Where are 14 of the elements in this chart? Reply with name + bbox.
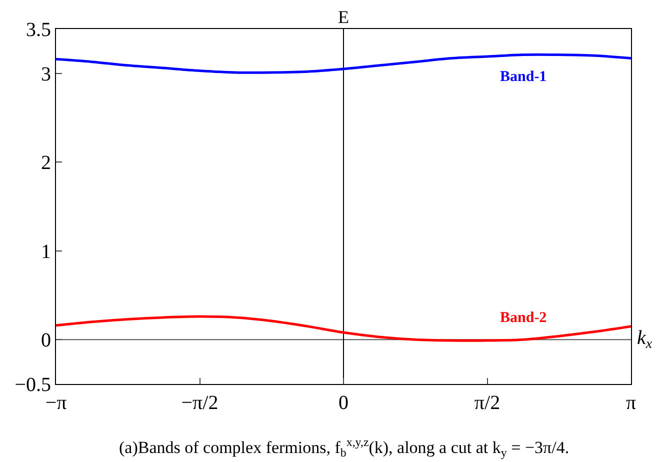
- y-tick-label: 0: [41, 330, 51, 352]
- x-tick-label: 0: [338, 392, 348, 414]
- x-axis-title: k$_{x}$: [637, 327, 653, 352]
- x-tick-label: π: [626, 392, 636, 414]
- y-axis-title: E: [338, 7, 349, 27]
- y-tick-label: 3: [41, 63, 51, 86]
- series-label: Band-1: [500, 69, 547, 85]
- x-tick-label: −π/2: [181, 392, 218, 414]
- y-tick-label: 3.5: [26, 19, 51, 41]
- x-tick-label: π/2: [474, 392, 500, 414]
- series-label: Band-2: [500, 310, 547, 326]
- text: (a)Bands of complex fermions, f$_{b}$$^{x,y,z}$(k), along a cut at k$_{y}$ = −3π/4.: [119, 435, 570, 460]
- y-tick-label: 1: [41, 240, 51, 263]
- y-tick-label: 2: [41, 152, 51, 174]
